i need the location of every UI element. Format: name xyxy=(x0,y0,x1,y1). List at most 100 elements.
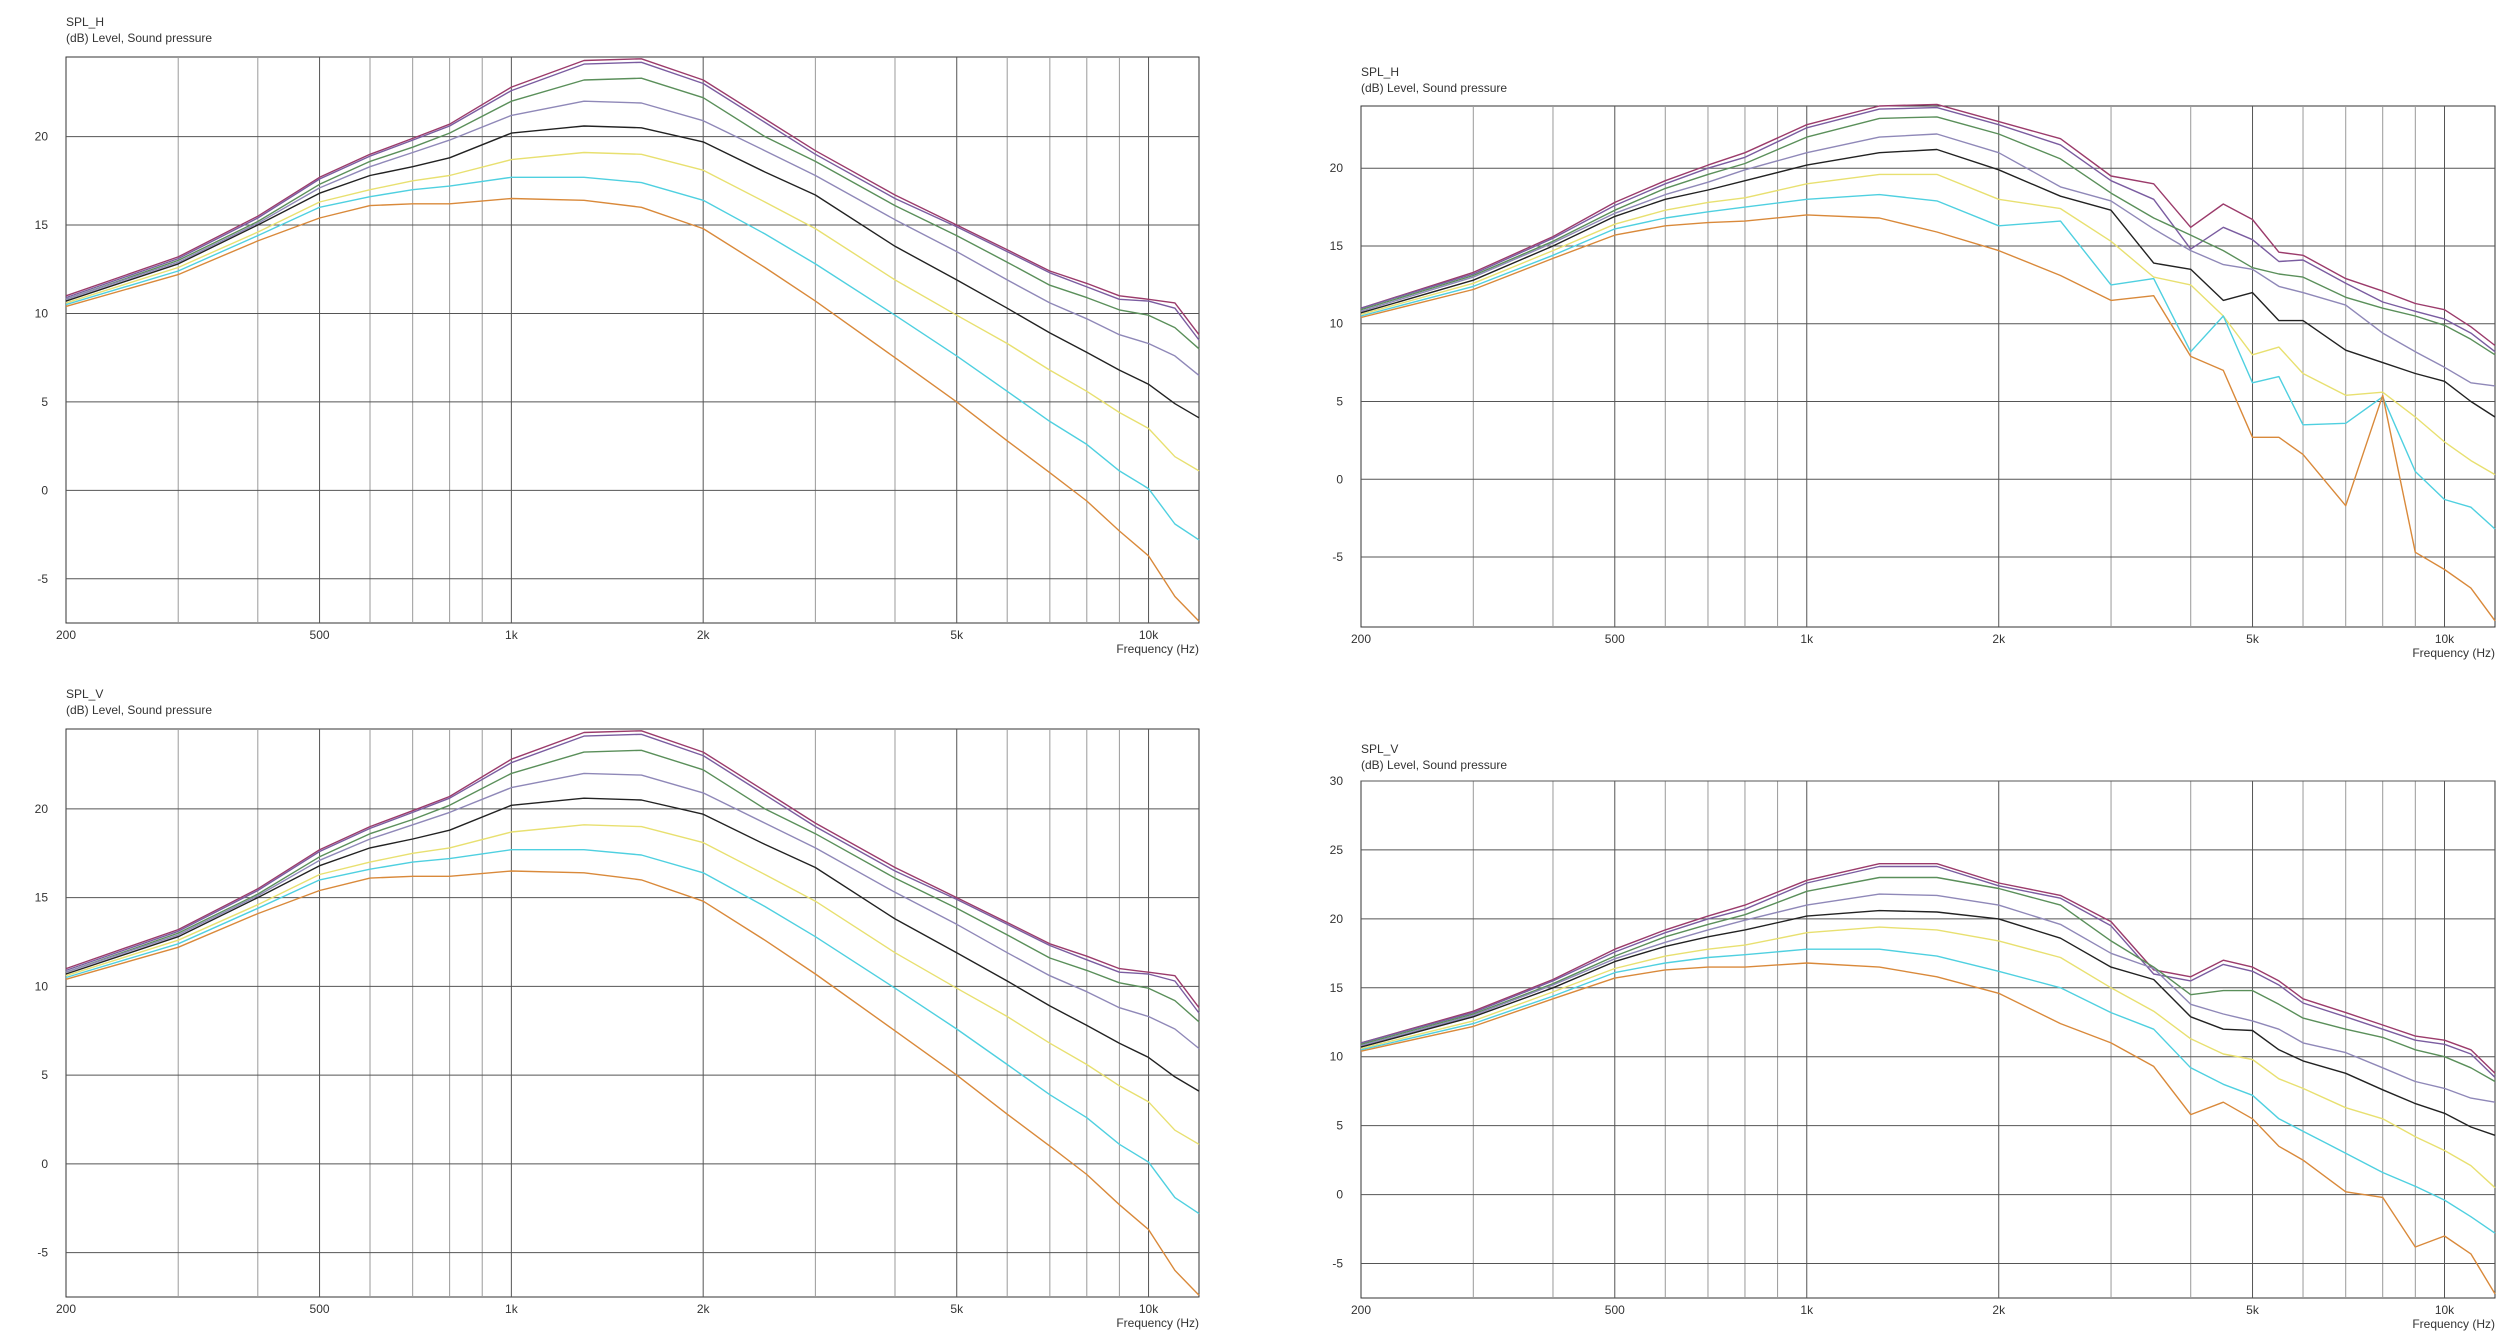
series-line-7 xyxy=(65,849,1200,1215)
plot-frame xyxy=(1360,780,2496,1299)
series-line-1 xyxy=(1360,103,2496,347)
x-axis-label: Frequency (Hz) xyxy=(2412,646,2495,660)
x-tick-label: 500 xyxy=(310,1302,330,1316)
series-line-3 xyxy=(1360,116,2496,356)
series-line-5 xyxy=(65,125,1200,419)
x-tick-label: 1k xyxy=(505,1302,519,1316)
y-tick-label: -5 xyxy=(1332,550,1343,564)
x-tick-label: 200 xyxy=(1351,1303,1371,1317)
x-tick-label: 200 xyxy=(1351,632,1371,646)
x-tick-label: 2k xyxy=(1992,1303,2006,1317)
x-tick-label: 200 xyxy=(56,1302,76,1316)
x-tick-label: 1k xyxy=(505,628,519,642)
x-tick-label: 2k xyxy=(697,628,711,642)
x-tick-label: 5k xyxy=(950,1302,964,1316)
y-tick-label: 15 xyxy=(35,891,49,905)
series-line-4 xyxy=(1360,893,2496,1103)
x-tick-label: 1k xyxy=(1800,632,1814,646)
x-axis-label: Frequency (Hz) xyxy=(1116,1316,1199,1330)
x-tick-label: 500 xyxy=(1605,632,1625,646)
x-tick-label: 2k xyxy=(697,1302,711,1316)
series-line-8 xyxy=(65,197,1200,622)
series-line-4 xyxy=(1360,133,2496,387)
x-tick-label: 5k xyxy=(950,628,964,642)
series-line-7 xyxy=(65,176,1200,541)
y-tick-label: 20 xyxy=(1330,161,1344,175)
series-line-3 xyxy=(1360,876,2496,1083)
series-line-1 xyxy=(65,730,1200,1009)
x-tick-label: 5k xyxy=(2246,1303,2260,1317)
y-tick-label: 15 xyxy=(1330,981,1344,995)
series-line-6 xyxy=(65,151,1200,472)
series-line-5 xyxy=(65,797,1200,1092)
y-tick-label: 10 xyxy=(1330,317,1344,331)
series-line-6 xyxy=(1360,926,2496,1189)
series-line-4 xyxy=(65,772,1200,1050)
x-tick-label: 10k xyxy=(1139,1302,1159,1316)
y-tick-label: 5 xyxy=(41,1068,48,1082)
chart-title: SPL_H xyxy=(1361,65,1400,79)
y-tick-label: 10 xyxy=(35,979,49,993)
y-tick-label: -5 xyxy=(37,572,48,586)
x-tick-label: 10k xyxy=(2435,632,2455,646)
plot-frame xyxy=(1360,105,2496,628)
series-line-1 xyxy=(1360,863,2496,1074)
y-tick-label: 30 xyxy=(1330,774,1344,788)
series-line-5 xyxy=(1360,148,2496,418)
y-tick-label: -5 xyxy=(37,1246,48,1260)
x-axis-label: Frequency (Hz) xyxy=(1116,642,1199,656)
chart-subtitle: (dB) Level, Sound pressure xyxy=(1361,758,1508,772)
series-line-2 xyxy=(1360,106,2496,353)
series-line-8 xyxy=(1360,214,2496,622)
series-line-2 xyxy=(65,61,1200,341)
x-tick-label: 200 xyxy=(56,628,76,642)
y-tick-label: 15 xyxy=(35,218,49,232)
y-tick-label: 5 xyxy=(41,395,48,409)
chart-subtitle: (dB) Level, Sound pressure xyxy=(66,31,213,45)
series-line-6 xyxy=(1360,173,2496,476)
y-tick-label: 5 xyxy=(1336,394,1343,408)
x-tick-label: 500 xyxy=(1605,1303,1625,1317)
series-line-3 xyxy=(65,749,1200,1023)
x-tick-label: 10k xyxy=(2435,1303,2455,1317)
series-line-2 xyxy=(65,733,1200,1014)
series-line-7 xyxy=(1360,948,2496,1234)
y-tick-label: 0 xyxy=(41,1157,48,1171)
series-line-2 xyxy=(1360,865,2496,1078)
chart-title: SPL_V xyxy=(66,687,104,701)
y-tick-label: 0 xyxy=(41,483,48,497)
y-tick-label: 25 xyxy=(1330,843,1344,857)
y-tick-label: 15 xyxy=(1330,239,1344,253)
chart-subtitle: (dB) Level, Sound pressure xyxy=(66,703,213,717)
y-tick-label: 10 xyxy=(35,306,49,320)
y-tick-label: -5 xyxy=(1332,1257,1343,1271)
x-tick-label: 5k xyxy=(2246,632,2260,646)
y-tick-label: 0 xyxy=(1336,472,1343,486)
series-line-6 xyxy=(65,824,1200,1145)
chart-subtitle: (dB) Level, Sound pressure xyxy=(1361,81,1508,95)
series-line-1 xyxy=(65,58,1200,336)
x-axis-label: Frequency (Hz) xyxy=(2412,1317,2495,1331)
x-tick-label: 2k xyxy=(1992,632,2006,646)
y-tick-label: 20 xyxy=(35,802,49,816)
y-tick-label: 10 xyxy=(1330,1050,1344,1064)
chart-title: SPL_V xyxy=(1361,742,1399,756)
y-tick-label: 20 xyxy=(1330,912,1344,926)
series-line-4 xyxy=(65,100,1200,376)
series-line-8 xyxy=(65,870,1200,1296)
series-line-5 xyxy=(1360,909,2496,1136)
y-tick-label: 5 xyxy=(1336,1119,1343,1133)
y-tick-label: 0 xyxy=(1336,1188,1343,1202)
chart-title: SPL_H xyxy=(66,15,105,29)
series-line-8 xyxy=(1360,962,2496,1295)
series-line-3 xyxy=(65,77,1200,350)
x-tick-label: 500 xyxy=(310,628,330,642)
y-tick-label: 20 xyxy=(35,130,49,144)
plot-frame xyxy=(65,56,1200,624)
x-tick-label: 1k xyxy=(1800,1303,1814,1317)
x-tick-label: 10k xyxy=(1139,628,1159,642)
